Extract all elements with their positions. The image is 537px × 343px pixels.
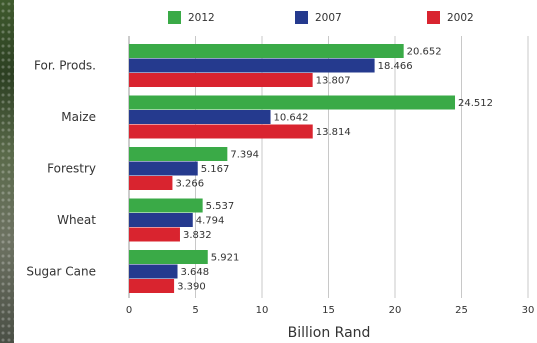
x-tick-label-30: 30 (522, 305, 535, 316)
bar-2002-3 (129, 227, 180, 242)
chart-legend: 2012 2007 2002 (168, 11, 474, 24)
chart-data-labels: 20.652 18.466 13.807 24.512 10.642 13.814 7.39… (175, 47, 493, 293)
category-label-1: Maize (61, 110, 96, 124)
bar-2012-2 (129, 147, 228, 161)
data-label-2012-0: 20.652 (407, 47, 442, 58)
data-label-2007-3: 4.794 (196, 216, 225, 227)
x-tick-label-5: 5 (192, 305, 198, 316)
legend-swatch-2012 (168, 11, 181, 24)
category-label-0: For. Prods. (34, 59, 96, 73)
legend-label-2012: 2012 (188, 12, 215, 24)
x-tick-label-20: 20 (389, 305, 402, 316)
bar-2007-3 (129, 213, 193, 227)
x-tick-label-15: 15 (322, 305, 335, 316)
data-label-2002-2: 3.266 (175, 179, 204, 190)
data-label-2002-0: 13.807 (316, 76, 351, 87)
data-label-2007-4: 3.648 (181, 267, 210, 278)
data-label-2002-4: 3.390 (177, 282, 206, 293)
chart-category-labels: For. Prods. Maize Forestry Wheat Sugar Cane (26, 59, 96, 279)
bar-2007-0 (129, 58, 375, 73)
data-label-2002-3: 3.832 (183, 230, 212, 241)
data-label-2002-1: 13.814 (316, 127, 351, 138)
category-label-2: Forestry (47, 162, 96, 176)
data-label-2012-2: 7.394 (230, 150, 259, 161)
x-tick-label-25: 25 (455, 305, 468, 316)
bar-2007-2 (129, 161, 198, 176)
bar-2002-2 (129, 176, 173, 190)
background-photo-edge (0, 0, 14, 343)
data-label-2007-2: 5.167 (201, 164, 230, 175)
data-label-2007-1: 10.642 (274, 113, 309, 124)
x-tick-label-0: 0 (126, 305, 132, 316)
bar-2002-4 (129, 279, 175, 293)
bar-2002-0 (129, 73, 313, 87)
x-tick-label-10: 10 (256, 305, 269, 316)
bar-2012-0 (129, 44, 404, 58)
category-label-3: Wheat (57, 213, 96, 227)
data-label-2007-0: 18.466 (378, 61, 413, 72)
bar-2012-3 (129, 198, 203, 213)
legend-swatch-2007 (295, 11, 308, 24)
bar-2002-1 (129, 124, 313, 139)
bar-2012-4 (129, 250, 208, 264)
data-label-2012-4: 5.921 (211, 253, 240, 264)
legend-swatch-2002 (427, 11, 440, 24)
legend-label-2007: 2007 (315, 12, 342, 24)
data-label-2012-3: 5.537 (206, 201, 235, 212)
chart-bars (129, 44, 456, 293)
category-label-4: Sugar Cane (26, 265, 96, 279)
bar-2012-1 (129, 95, 456, 110)
x-axis-label: Billion Rand (288, 325, 371, 341)
chart-x-ticks: 0 5 10 15 20 25 30 (126, 305, 535, 316)
bar-2007-4 (129, 264, 178, 279)
data-label-2012-1: 24.512 (458, 98, 493, 109)
bar-2007-1 (129, 110, 271, 124)
legend-label-2002: 2002 (447, 12, 474, 24)
